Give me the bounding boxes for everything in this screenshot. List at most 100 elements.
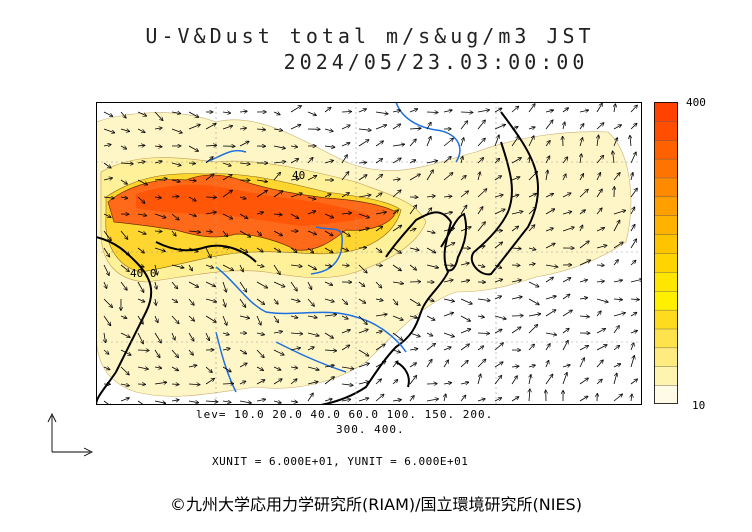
wind-arrow xyxy=(205,212,216,214)
wind-arrow xyxy=(409,229,416,231)
wind-arrow xyxy=(392,124,400,130)
legend-band xyxy=(654,271,678,292)
wind-arrow xyxy=(392,350,400,352)
wind-arrow xyxy=(631,394,632,402)
wind-arrow xyxy=(155,298,156,305)
chart-title: U-V&Dust total m/s&ug/m3 JST xyxy=(145,24,595,48)
wind-arrow xyxy=(375,281,381,288)
wind-arrow xyxy=(120,384,129,386)
wind-arrow xyxy=(579,138,583,147)
wind-arrow xyxy=(426,360,432,368)
wind-arrow xyxy=(579,280,587,282)
wind-arrow xyxy=(579,396,588,402)
wind-arrow xyxy=(188,365,197,367)
wind-arrow xyxy=(477,346,483,351)
wind-arrow xyxy=(494,330,502,334)
wind-arrow xyxy=(103,247,109,257)
wind-arrow xyxy=(104,332,106,342)
wind-arrow xyxy=(426,231,435,233)
wind-arrow xyxy=(443,139,453,147)
wind-arrow xyxy=(358,175,367,181)
wind-arrow xyxy=(222,384,233,385)
wind-arrow xyxy=(630,343,634,351)
wind-arrow xyxy=(154,349,160,357)
wind-arrow xyxy=(307,347,314,351)
wind-arrow xyxy=(528,344,534,351)
wind-arrow xyxy=(528,136,534,147)
wind-arrow xyxy=(324,247,333,253)
wind-arrow xyxy=(137,281,144,292)
wind-arrow xyxy=(426,264,438,268)
wind-arrow xyxy=(307,230,316,234)
wind-arrow xyxy=(375,141,383,147)
wind-arrow xyxy=(528,172,537,181)
wind-arrow xyxy=(630,152,636,164)
wind-arrow xyxy=(545,120,553,130)
wind-arrow xyxy=(477,265,485,267)
wind-arrow xyxy=(528,207,536,215)
wind-arrow xyxy=(494,362,503,368)
wind-arrow xyxy=(409,205,416,215)
wind-arrow xyxy=(341,330,350,334)
wind-arrow xyxy=(290,316,298,318)
wind-arrow xyxy=(375,379,381,385)
wind-arrow xyxy=(562,193,571,198)
color-scale-legend xyxy=(654,102,678,404)
wind-arrow xyxy=(375,247,382,252)
wind-arrow xyxy=(511,248,521,249)
wind-arrow xyxy=(324,281,332,285)
reference-axes xyxy=(47,412,94,457)
wind-arrow xyxy=(222,333,229,335)
wind-arrow xyxy=(324,161,333,164)
wind-arrow xyxy=(154,247,165,251)
wind-arrow xyxy=(256,265,264,267)
wind-arrow xyxy=(171,128,182,133)
wind-arrow xyxy=(103,315,111,325)
wind-arrow xyxy=(120,129,129,131)
wind-arrow xyxy=(596,380,602,385)
wind-arrow xyxy=(545,141,550,147)
wind-arrow xyxy=(307,382,318,384)
wind-arrow xyxy=(137,162,145,163)
wind-arrow xyxy=(443,196,452,197)
wind-arrow xyxy=(392,315,403,320)
wind-arrow xyxy=(341,193,349,198)
wind-arrow xyxy=(613,211,625,215)
wind-arrow xyxy=(545,375,553,385)
wind-arrow xyxy=(103,264,109,275)
wind-arrow xyxy=(562,341,568,351)
wind-arrow xyxy=(511,136,519,147)
wind-arrow xyxy=(223,298,226,307)
wind-arrow xyxy=(358,382,369,385)
wind-arrow xyxy=(137,145,145,146)
wind-arrow xyxy=(631,173,633,181)
legend-min-label: 10 xyxy=(692,399,706,412)
wind-arrow xyxy=(494,296,501,300)
wind-arrow xyxy=(563,122,565,130)
wind-arrow xyxy=(154,231,162,232)
wind-arrow xyxy=(461,157,463,164)
wind-arrow xyxy=(103,298,112,307)
wind-arrow xyxy=(155,264,157,275)
wind-arrow xyxy=(443,313,453,317)
wind-arrow xyxy=(426,161,437,164)
legend-band xyxy=(654,290,678,311)
timestamp: 2024/05/23.03:00:00 xyxy=(283,50,589,74)
wind-arrow xyxy=(630,239,636,249)
wind-arrow xyxy=(409,332,420,337)
wind-arrow xyxy=(375,125,386,130)
wind-arrow xyxy=(392,190,401,198)
wind-arrow xyxy=(290,159,298,164)
wind-arrow xyxy=(375,112,388,114)
wind-arrow xyxy=(494,125,505,130)
wind-arrow xyxy=(630,313,637,317)
wind-arrow xyxy=(239,264,243,272)
wind-arrow xyxy=(409,376,416,385)
wind-arrow xyxy=(409,298,420,305)
wind-arrow xyxy=(460,396,466,402)
wind-arrow xyxy=(290,281,297,291)
wind-arrow xyxy=(341,399,350,401)
wind-arrow xyxy=(528,194,536,198)
wind-arrow xyxy=(239,363,247,368)
wind-arrow xyxy=(222,112,230,113)
